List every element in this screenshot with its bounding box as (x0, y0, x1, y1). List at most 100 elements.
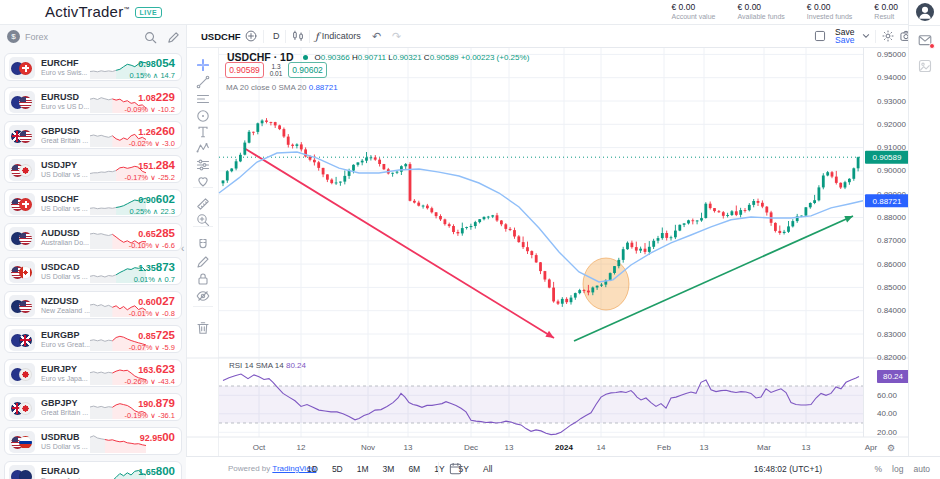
pair-price: 0.90602 (138, 193, 175, 205)
svg-text:0.90000: 0.90000 (877, 166, 906, 175)
pair-change: 0.25% ∧ 22.3 (129, 207, 175, 216)
svg-text:0.86000: 0.86000 (877, 260, 906, 269)
watchlist-item-usdchf[interactable]: USDCHFUS Dollar vs ...0.906020.25% ∧ 22.… (4, 189, 182, 217)
save-button[interactable]: SaveSave (835, 25, 854, 47)
clock[interactable]: 16:48:02 (UTC+1) (754, 464, 822, 474)
top-header: ActivTrader™LIVE € 0.00Account value€ 0.… (0, 0, 908, 25)
range-3m[interactable]: 3M (376, 461, 402, 477)
buy-button[interactable]: 0.90602 (288, 62, 327, 78)
interval-button[interactable]: D (273, 25, 280, 47)
svg-text:13: 13 (505, 443, 514, 452)
svg-text:13: 13 (700, 443, 709, 452)
svg-text:60.00: 60.00 (877, 391, 898, 400)
svg-text:Oct: Oct (253, 443, 266, 452)
svg-text:Apr: Apr (865, 443, 878, 452)
watchlist-sidebar: $ Forex EURCHFEuro vs Swis...0.980540.15… (0, 25, 186, 479)
pair-name: New Zealand ... (41, 307, 90, 314)
range-1m[interactable]: 1M (350, 461, 376, 477)
pair-name: Great Britain ... (41, 409, 88, 416)
bottom-toolbar: Powered by TradingView 1D5D1M3M6M1Y5YAll… (186, 456, 940, 479)
svg-text:0.87000: 0.87000 (877, 236, 906, 245)
pair-change: -0.09% ∨ -10.2 (124, 105, 175, 114)
sidebar-collapse-handle[interactable]: ‹ (181, 243, 184, 254)
pair-flags (9, 159, 35, 181)
range-all[interactable]: All (476, 461, 499, 477)
settings-gear-icon[interactable] (881, 25, 895, 47)
account-stat-value: € 0.00 (671, 2, 715, 12)
range-1d[interactable]: 1D (300, 461, 325, 477)
pair-price: 0.98054 (138, 57, 175, 69)
avatar[interactable] (916, 3, 934, 21)
pair-flags (9, 261, 35, 283)
scale-opt-auto[interactable]: auto (913, 464, 930, 474)
trade-buttons: 0.90589 1.30.01 0.90602 (225, 62, 327, 78)
layout-checkbox[interactable] (813, 25, 827, 47)
news-icon[interactable] (917, 58, 933, 74)
calendar-icon[interactable] (448, 461, 463, 476)
pair-flags (9, 363, 35, 385)
watchlist-item-eurusd[interactable]: EURUSDEuro vs US D...1.08229-0.09% ∨ -10… (4, 87, 182, 115)
pair-name: Euro vs Swis... (41, 69, 87, 76)
range-6m[interactable]: 6M (401, 461, 427, 477)
pair-name: Australian Do... (41, 239, 89, 246)
svg-text:0.88000: 0.88000 (877, 213, 906, 222)
save-menu-chevron-icon[interactable] (859, 25, 873, 47)
pair-price: 1.08229 (138, 91, 175, 103)
account-stat-label: Account value (671, 13, 715, 20)
watchlist-item-usdcad[interactable]: USDCADUS Dollar vs ...1.358730.01% ∧ 0.7 (4, 257, 182, 285)
scale-options: % logauto (875, 464, 930, 474)
watchlist-item-nzdusd[interactable]: NZDUSDNew Zealand ...0.60027-0.01% ∨ -0.… (4, 291, 182, 319)
indicators-button[interactable]: ƒIndicators (315, 25, 361, 47)
watchlist-item-eurjpy[interactable]: EURJPYEuro vs Japa...163.623-0.26% ∨ -43… (4, 359, 182, 387)
redo-icon[interactable]: ↷ (392, 25, 401, 47)
watchlist-item-eurchf[interactable]: EURCHFEuro vs Swis...0.980540.15% ∧ 14.7 (4, 53, 182, 81)
watchlist-item-audusd[interactable]: AUDUSDAustralian Do...0.65285-0.10% ∨ -6… (4, 223, 182, 251)
undo-icon[interactable]: ↶ (372, 25, 381, 47)
pair-change: -0.10% ∨ -6.6 (129, 241, 175, 250)
scale-opt-pct[interactable]: % (875, 464, 883, 474)
watchlist-item-eurgbp[interactable]: EURGBPEuro vs Great...0.85725-0.07% ∨ -5… (4, 325, 182, 353)
legend-ohlc: O0.90366 H0.90711 L0.90321 C0.90589 +0.0… (315, 53, 530, 62)
pair-symbol: AUDUSD (41, 228, 80, 238)
watchlist-item-euraud[interactable]: EURAUDEuro vs Austr...1.658000.01% ∧ 1.8 (4, 461, 182, 479)
symbol-tab[interactable]: USDCHF (201, 25, 241, 47)
notification-dot (929, 43, 935, 49)
pair-symbol: USDRUB (41, 432, 80, 442)
mail-icon[interactable] (917, 32, 933, 48)
svg-text:40.00: 40.00 (877, 409, 898, 418)
range-5d[interactable]: 5D (325, 461, 350, 477)
market-open-dot (303, 55, 308, 60)
right-rail (908, 0, 940, 456)
watchlist-item-usdrub[interactable]: USDRUBUS Dollar vs ...92.9500 (4, 427, 182, 455)
watchlist-item-gbpjpy[interactable]: GBPJPYGreat Britain ...190.879-0.19% ∨ -… (4, 393, 182, 421)
edit-watchlist-icon[interactable] (166, 30, 181, 45)
watchlist-item-gbpusd[interactable]: GBPUSDGreat Britain ...1.26260-0.02% ∨ -… (4, 121, 182, 149)
pair-name: Great Britain ... (41, 137, 88, 144)
pair-flags (9, 431, 35, 453)
live-badge: LIVE (135, 7, 163, 18)
pair-price: 190.879 (138, 397, 175, 409)
sell-button[interactable]: 0.90589 (225, 62, 264, 78)
pair-symbol: EURAUD (41, 466, 80, 476)
chart-style-icon[interactable] (291, 25, 305, 47)
flag-jpy-icon (19, 164, 32, 177)
watchlist-item-usdjpy[interactable]: USDJPYUS Dollar vs ...151.284-0.17% ∨ -2… (4, 155, 182, 183)
flag-chf-icon (19, 62, 32, 75)
pair-change: -0.01% ∨ -0.8 (129, 309, 175, 318)
svg-text:20.00: 20.00 (877, 428, 898, 437)
account-stat-label: Available funds (737, 13, 784, 20)
pair-change: -0.26% ∨ -43.4 (124, 377, 175, 386)
account-stat-label: Invested funds (807, 13, 853, 20)
flag-aud-icon (19, 470, 32, 479)
flag-jpy-icon (19, 402, 32, 415)
pair-flags (9, 91, 35, 113)
svg-text:Dec: Dec (464, 443, 478, 452)
pair-price: 163.623 (138, 363, 175, 375)
flag-jpy-icon (19, 368, 32, 381)
svg-text:0.82000: 0.82000 (877, 353, 906, 362)
search-icon[interactable] (143, 30, 158, 45)
price-chart[interactable]: 0.950000.940000.930000.920000.910000.900… (187, 48, 909, 456)
watchlist-group-label: Forex (25, 32, 48, 42)
scale-opt-log[interactable]: log (892, 464, 903, 474)
add-symbol-icon[interactable] (244, 25, 258, 47)
